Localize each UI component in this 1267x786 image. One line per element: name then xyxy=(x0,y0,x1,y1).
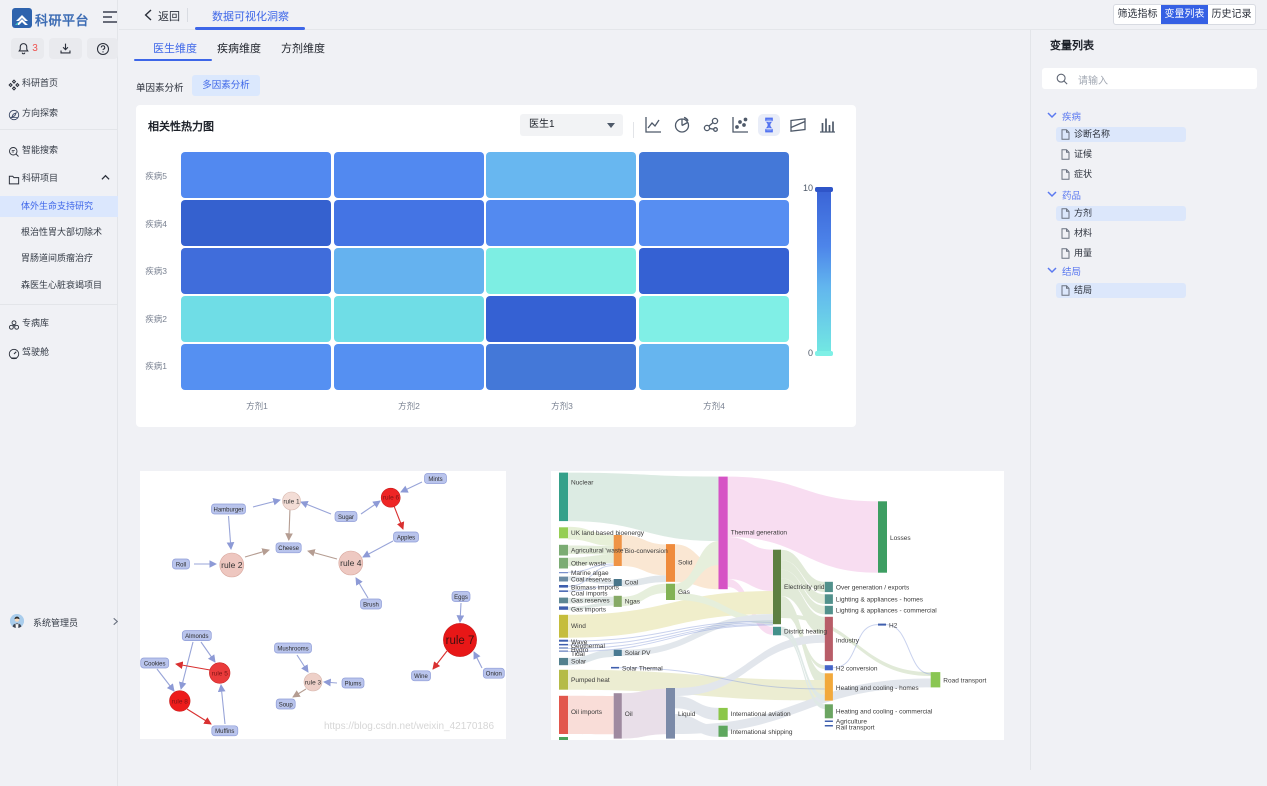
svg-text:District heating: District heating xyxy=(784,629,827,636)
svg-text:Marine algae: Marine algae xyxy=(571,570,609,577)
svg-text:Industry: Industry xyxy=(836,638,860,645)
svg-text:UK land based bioenergy: UK land based bioenergy xyxy=(571,530,645,537)
svg-text:International shipping: International shipping xyxy=(731,729,793,736)
svg-text:Eggs: Eggs xyxy=(454,595,468,601)
svg-text:Gas imports: Gas imports xyxy=(571,607,607,614)
svg-text:Liquid: Liquid xyxy=(678,711,696,718)
svg-text:https://blog.csdn.net/weixin_4: https://blog.csdn.net/weixin_42170186 xyxy=(324,721,495,732)
svg-text:Tidal: Tidal xyxy=(571,651,585,658)
svg-text:H2 conversion: H2 conversion xyxy=(836,666,878,673)
svg-text:Apples: Apples xyxy=(397,535,415,541)
svg-text:Oil imports: Oil imports xyxy=(571,709,603,716)
svg-text:rule 5: rule 5 xyxy=(212,671,229,678)
svg-text:H2: H2 xyxy=(889,623,898,630)
svg-text:Losses: Losses xyxy=(890,535,911,542)
svg-text:Solar PV: Solar PV xyxy=(625,650,651,657)
svg-text:Nuclear: Nuclear xyxy=(571,480,594,487)
svg-text:Thermal generation: Thermal generation xyxy=(731,530,788,537)
svg-text:Coal reserves: Coal reserves xyxy=(571,577,612,584)
svg-text:Lighting & appliances - homes: Lighting & appliances - homes xyxy=(836,597,924,604)
svg-text:Solid: Solid xyxy=(678,560,693,567)
svg-text:rule 1: rule 1 xyxy=(283,498,300,505)
svg-text:Geothermal: Geothermal xyxy=(571,643,606,650)
svg-text:Biomass imports: Biomass imports xyxy=(571,585,620,592)
svg-text:Wind: Wind xyxy=(571,623,586,630)
svg-text:Heating and cooling - commerci: Heating and cooling - commercial xyxy=(836,709,933,716)
svg-text:Brush: Brush xyxy=(363,602,379,608)
svg-text:rule 8: rule 8 xyxy=(172,699,189,706)
svg-text:Onion: Onion xyxy=(486,672,502,678)
svg-text:Cheese: Cheese xyxy=(278,546,299,552)
svg-text:Wave: Wave xyxy=(571,639,588,646)
svg-text:Other waste: Other waste xyxy=(571,561,606,568)
svg-text:Agriculture: Agriculture xyxy=(836,719,867,726)
svg-text:rule 6: rule 6 xyxy=(383,495,400,502)
svg-text:Solar Thermal: Solar Thermal xyxy=(622,666,663,673)
svg-text:Roll: Roll xyxy=(176,562,186,568)
svg-text:International aviation: International aviation xyxy=(731,711,791,718)
svg-text:Ngas: Ngas xyxy=(625,599,641,606)
svg-text:Plums: Plums xyxy=(345,681,362,687)
svg-text:Bio-conversion: Bio-conversion xyxy=(625,548,668,555)
svg-text:Mushrooms: Mushrooms xyxy=(277,646,308,652)
svg-text:rule 3: rule 3 xyxy=(305,680,322,687)
svg-text:Solar: Solar xyxy=(571,659,587,666)
svg-text:Soup: Soup xyxy=(279,702,294,708)
svg-text:Lighting & appliances - commer: Lighting & appliances - commercial xyxy=(836,608,937,615)
svg-text:Sugar: Sugar xyxy=(338,515,354,521)
svg-text:Gas: Gas xyxy=(678,589,691,596)
svg-text:Rail transport: Rail transport xyxy=(836,725,875,732)
svg-text:rule 4: rule 4 xyxy=(340,558,362,568)
svg-text:Muffins: Muffins xyxy=(215,729,234,735)
svg-text:Electricity grid: Electricity grid xyxy=(784,584,825,591)
svg-text:Coal: Coal xyxy=(625,580,639,587)
svg-text:Pumped heat: Pumped heat xyxy=(571,677,610,684)
svg-text:Wine: Wine xyxy=(414,674,428,680)
svg-text:Over generation / exports: Over generation / exports xyxy=(836,585,910,592)
svg-text:Coal imports: Coal imports xyxy=(571,591,608,598)
svg-text:Oil: Oil xyxy=(625,711,634,718)
svg-text:rule 2: rule 2 xyxy=(221,560,243,570)
svg-text:Almonds: Almonds xyxy=(185,634,208,640)
svg-text:Heating and cooling - homes: Heating and cooling - homes xyxy=(836,685,919,692)
svg-text:Hydro: Hydro xyxy=(571,647,589,654)
svg-text:Gas reserves: Gas reserves xyxy=(571,598,610,605)
svg-text:Mints: Mints xyxy=(428,477,442,483)
svg-text:Hamburger: Hamburger xyxy=(213,507,243,513)
svg-text:Cookies: Cookies xyxy=(144,661,166,667)
svg-text:Agricultural 'waste': Agricultural 'waste' xyxy=(571,548,625,555)
svg-text:Road transport: Road transport xyxy=(943,678,986,685)
svg-text:rule 7: rule 7 xyxy=(446,635,475,647)
